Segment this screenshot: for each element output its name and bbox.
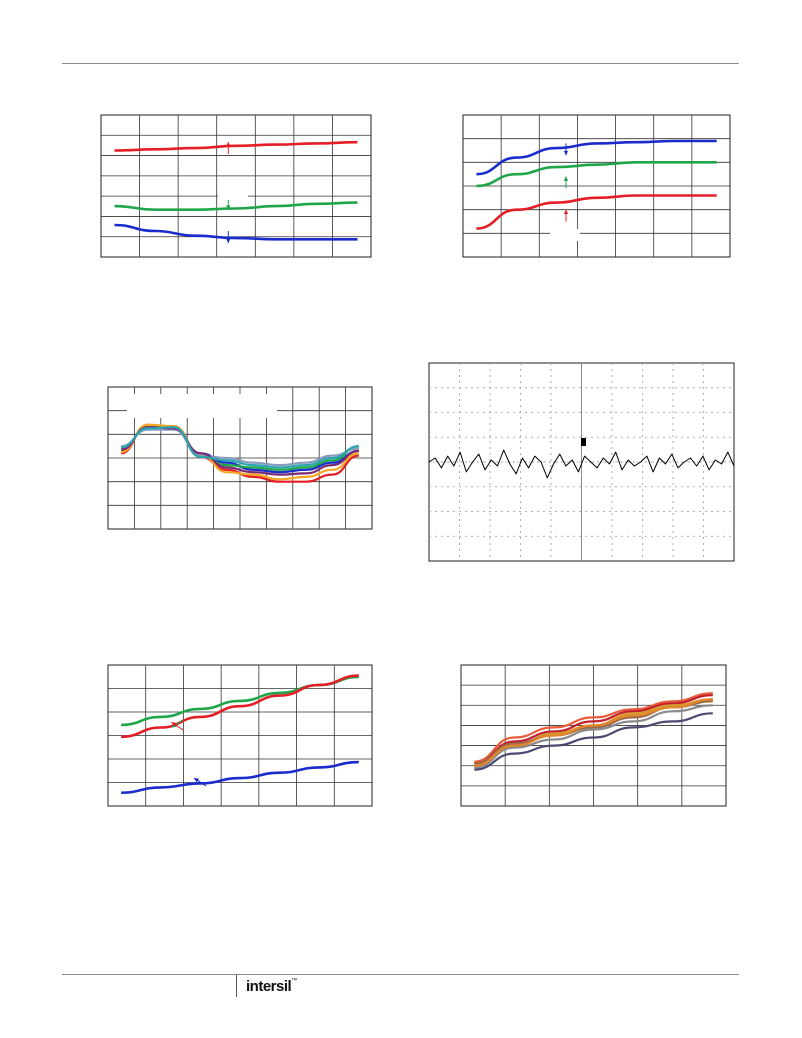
series-line-2 [121, 674, 359, 739]
label-gap [550, 229, 580, 241]
series-line-3 [121, 760, 359, 794]
annotation-arrowhead-2 [171, 722, 177, 727]
series-line-7 [474, 698, 713, 767]
annotation-arrowhead-1 [563, 150, 569, 156]
chart-bottom-left [107, 664, 373, 807]
trigger-marker [581, 438, 586, 446]
chart-top-left [100, 114, 372, 258]
label-gap [218, 182, 248, 200]
series-line-2 [476, 161, 717, 188]
chart-middle-right-scope [428, 362, 735, 562]
annotation-arrowhead-2 [563, 176, 569, 181]
annotation-arrowhead-3 [194, 778, 200, 783]
plot-frame [100, 114, 372, 258]
series-line-1 [476, 139, 717, 176]
series-line-5 [121, 428, 359, 467]
footer-separator [236, 975, 237, 997]
series-line-1 [474, 692, 713, 763]
footer-rule [62, 974, 739, 975]
chart-middle-left [107, 386, 373, 530]
annotation-arrowhead-2 [226, 205, 231, 210]
chart-bottom-right [460, 664, 727, 807]
series-line-7 [121, 426, 359, 469]
series-line-5 [474, 704, 713, 769]
series-line-2 [114, 201, 358, 211]
annotation-arrowhead-3 [226, 238, 231, 243]
series-line-1 [114, 140, 358, 152]
header-rule [62, 63, 739, 64]
label-gap [127, 394, 277, 418]
brand-logo-text: intersil [246, 978, 292, 995]
brand-logo: intersil™ [246, 978, 297, 995]
series-line-1 [428, 449, 735, 479]
annotation-arrowhead-1 [226, 142, 231, 147]
annotation-arrowhead-3 [563, 209, 569, 215]
series-line-3 [120, 425, 359, 471]
trademark-mark: ™ [291, 978, 297, 984]
series-line-6 [474, 712, 713, 771]
series-line-4 [120, 423, 359, 481]
series-line-2 [474, 694, 713, 765]
series-line-3 [476, 194, 717, 230]
chart-top-right [462, 114, 731, 258]
series-line-3 [114, 223, 358, 241]
